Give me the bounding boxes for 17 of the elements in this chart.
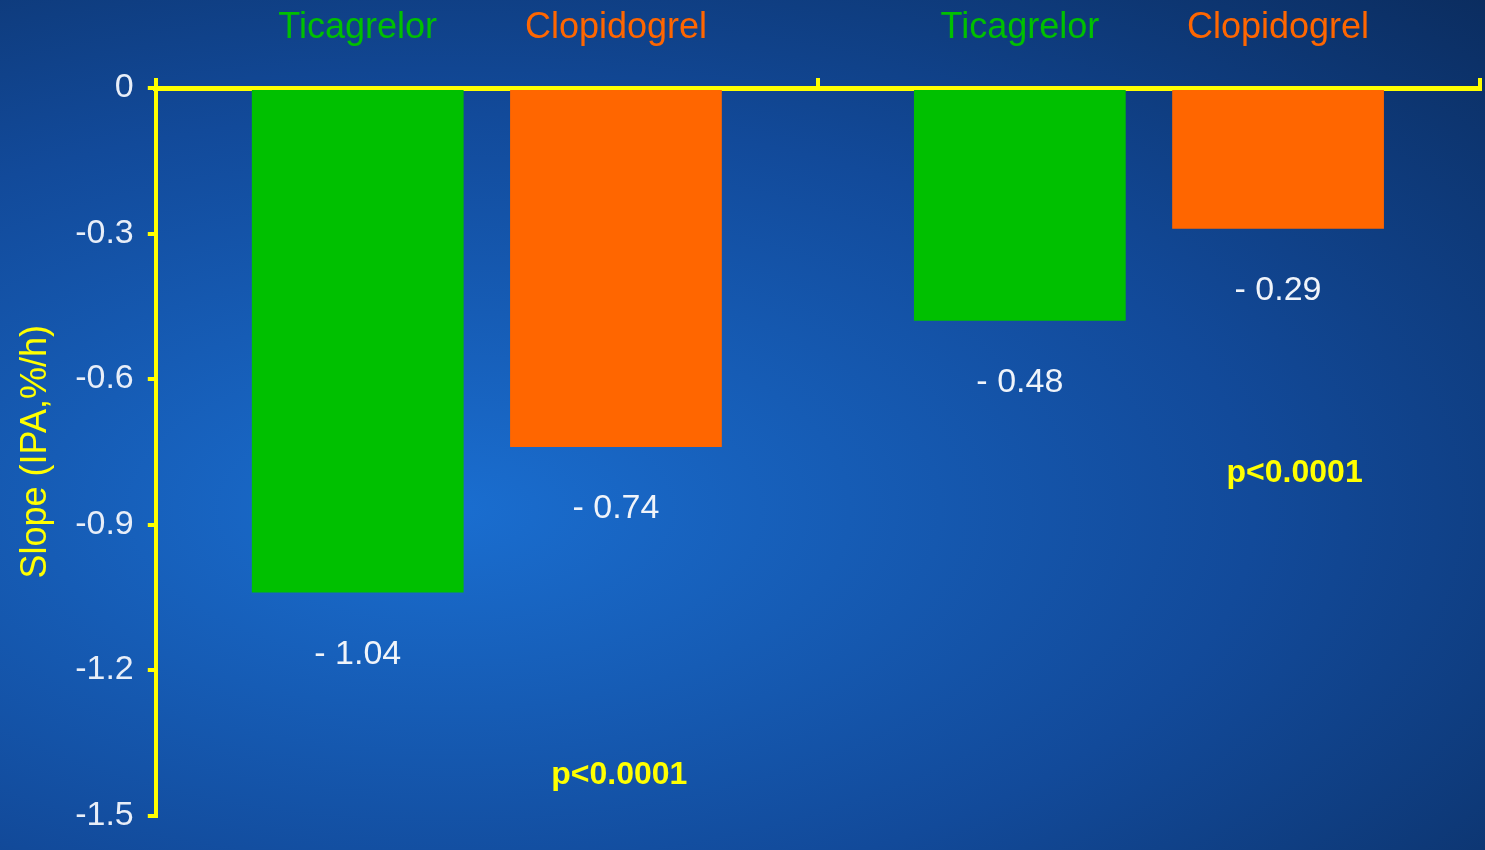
y-tick-label: 0 (114, 66, 134, 105)
annotation: p<0.0001 (551, 755, 688, 792)
y-tick-label: -1.2 (75, 648, 134, 687)
series-label: Clopidogrel (524, 4, 708, 46)
annotation: p<0.0001 (1226, 453, 1363, 490)
y-axis-title: Slope (IPA,%/h) (12, 325, 54, 579)
data-label: - 0.74 (572, 487, 660, 526)
y-tick-label: -1.5 (75, 793, 134, 832)
text: Clopidogrel (1187, 4, 1370, 46)
text: Ticagrelor (940, 4, 1100, 46)
data-label: - 0.48 (976, 361, 1064, 400)
series-label: Ticagrelor (278, 4, 438, 46)
data-label: - 0.29 (1234, 269, 1322, 308)
y-tick-label: -0.9 (75, 502, 134, 541)
y-tick-label: -0.6 (75, 357, 134, 396)
data-label: - 1.04 (314, 632, 402, 671)
y-tick-label: -0.3 (75, 211, 134, 250)
